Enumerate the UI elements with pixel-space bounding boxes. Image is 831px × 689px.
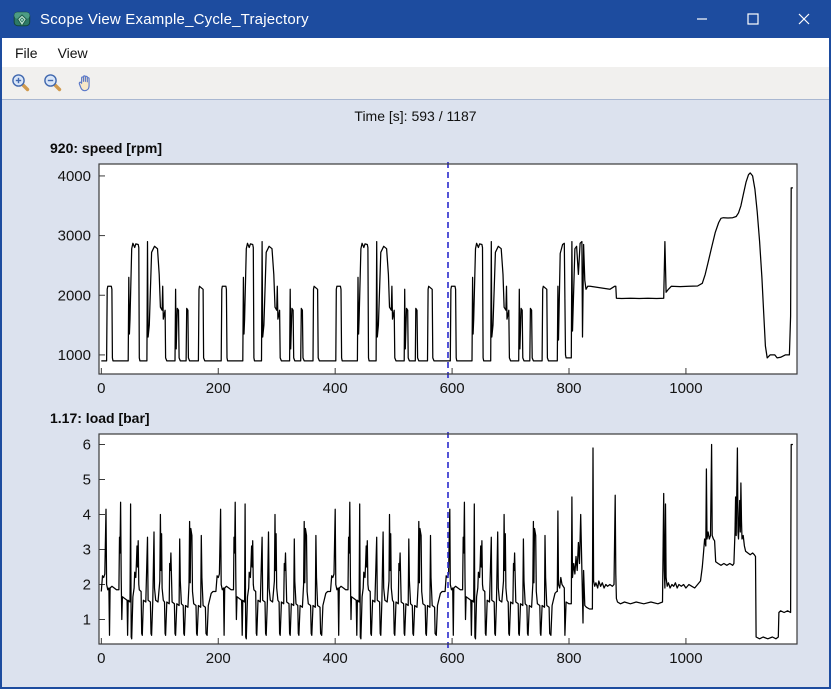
svg-text:1000: 1000	[669, 650, 702, 667]
close-icon	[798, 13, 809, 25]
svg-text:3: 3	[83, 542, 91, 559]
svg-text:5: 5	[83, 472, 91, 489]
speed-chart[interactable]: 0 200 400 600 800 1000 1000 2000 3000 4000	[2, 159, 829, 397]
svg-text:200: 200	[206, 650, 231, 667]
close-button[interactable]	[778, 0, 829, 38]
maximize-icon	[746, 13, 759, 25]
zoom-out-button[interactable]	[39, 70, 67, 96]
svg-text:400: 400	[323, 650, 348, 667]
svg-text:800: 800	[556, 650, 581, 667]
pan-button[interactable]	[71, 70, 99, 96]
app-icon	[12, 9, 32, 29]
svg-text:800: 800	[556, 380, 581, 397]
minimize-icon	[696, 18, 707, 20]
svg-text:0: 0	[97, 650, 105, 667]
pan-hand-icon	[78, 74, 90, 91]
svg-text:4: 4	[83, 507, 91, 524]
window-title: Scope View Example_Cycle_Trajectory	[40, 10, 309, 28]
svg-text:200: 200	[206, 380, 231, 397]
menu-view[interactable]: View	[57, 44, 88, 61]
svg-text:1000: 1000	[58, 347, 91, 364]
svg-text:2000: 2000	[58, 287, 91, 304]
menu-file[interactable]: File	[15, 44, 38, 61]
window-controls	[676, 0, 829, 38]
plot-title-load: 1.17: load [bar]	[50, 410, 150, 426]
minimize-button[interactable]	[676, 0, 727, 38]
load-chart[interactable]: 0 200 400 600 800 1000 1 2 3 4 5 6	[2, 429, 829, 667]
svg-text:1: 1	[83, 612, 91, 629]
svg-text:600: 600	[440, 650, 465, 667]
time-readout: Time [s]: 593 / 1187	[354, 108, 477, 124]
maximize-button[interactable]	[727, 0, 778, 38]
zoom-out-icon	[44, 74, 62, 92]
svg-text:2: 2	[83, 577, 91, 594]
titlebar[interactable]: Scope View Example_Cycle_Trajectory	[2, 0, 829, 38]
svg-text:400: 400	[323, 380, 348, 397]
content-area: Time [s]: 593 / 1187 920: speed [rpm] 0 2…	[2, 100, 829, 687]
plot-title-speed: 920: speed [rpm]	[50, 140, 163, 156]
svg-text:1000: 1000	[669, 380, 702, 397]
toolbar	[2, 67, 829, 100]
menubar: File View	[2, 38, 829, 67]
zoom-in-button[interactable]	[7, 70, 35, 96]
svg-text:3000: 3000	[58, 228, 91, 245]
zoom-in-icon	[12, 74, 30, 92]
svg-text:0: 0	[97, 380, 105, 397]
svg-text:4000: 4000	[58, 168, 91, 185]
svg-text:600: 600	[440, 380, 465, 397]
svg-text:6: 6	[83, 437, 91, 454]
scope-app-icon	[13, 11, 31, 27]
